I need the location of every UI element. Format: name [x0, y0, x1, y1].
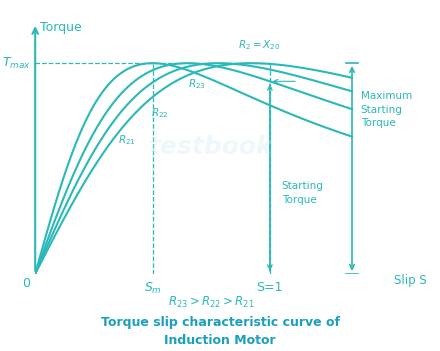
Text: Starting
Torque: Starting Torque	[282, 181, 323, 205]
Text: Torque: Torque	[40, 21, 82, 34]
Text: S=1: S=1	[257, 281, 283, 294]
Text: Maximum
Starting
Torque: Maximum Starting Torque	[361, 91, 412, 128]
Text: Torque slip characteristic curve of
Induction Motor: Torque slip characteristic curve of Indu…	[100, 317, 340, 347]
Text: 0: 0	[22, 277, 30, 290]
Text: $R_{23}$: $R_{23}$	[188, 77, 206, 91]
Text: $R_2=X_{20}$: $R_2=X_{20}$	[238, 38, 280, 52]
Text: $S_m$: $S_m$	[143, 281, 161, 296]
Text: testbook: testbook	[149, 135, 274, 159]
Text: $R_{23}>R_{22}>R_{21}$: $R_{23}>R_{22}>R_{21}$	[168, 295, 255, 310]
Text: $R_{22}$: $R_{22}$	[151, 106, 169, 120]
Text: $R_{21}$: $R_{21}$	[118, 133, 136, 147]
Text: Slip S: Slip S	[394, 273, 427, 287]
Text: $T_{max}$: $T_{max}$	[2, 55, 30, 71]
